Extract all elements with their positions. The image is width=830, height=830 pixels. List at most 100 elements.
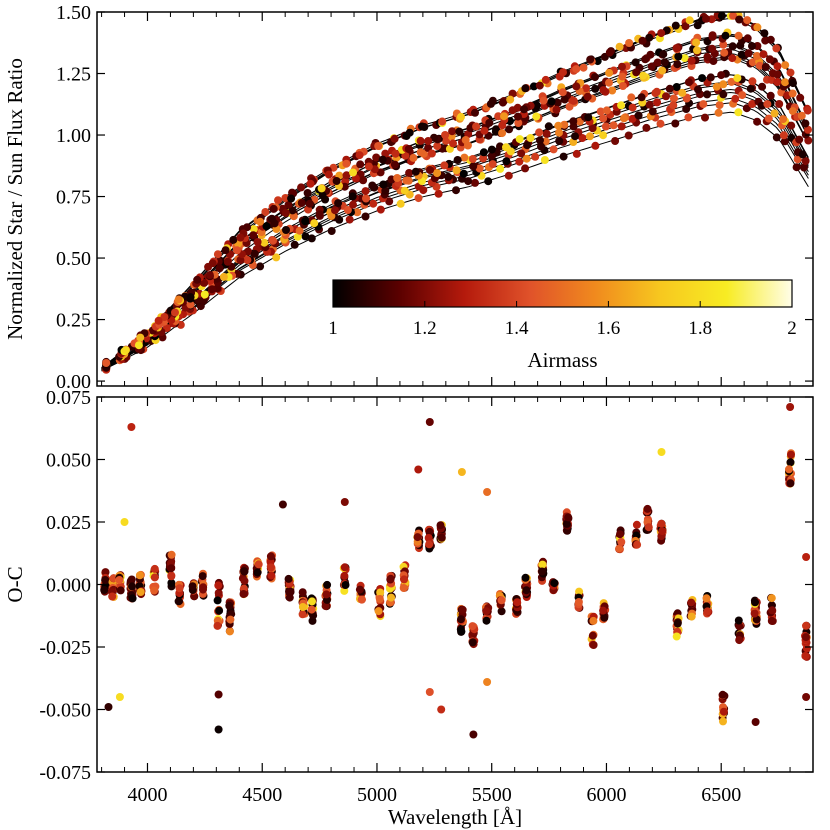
observation-point xyxy=(331,206,339,215)
residual-point xyxy=(214,581,223,590)
observation-point xyxy=(400,186,409,195)
observation-point xyxy=(572,65,581,74)
residual-point xyxy=(424,534,433,542)
observation-point xyxy=(615,42,624,51)
observation-point xyxy=(804,125,812,134)
observation-point xyxy=(256,262,265,271)
observation-point xyxy=(488,160,497,169)
residual-point xyxy=(719,707,728,716)
observation-point xyxy=(748,77,757,86)
observation-point xyxy=(746,84,755,93)
observation-point xyxy=(669,101,678,110)
top-y-tick-label: 1.25 xyxy=(56,64,91,86)
top-y-tick-label: 1.50 xyxy=(56,2,91,24)
x-tick-label: 5000 xyxy=(357,784,397,806)
observation-point xyxy=(434,189,443,198)
observation-point xyxy=(236,233,245,242)
observation-point xyxy=(256,217,265,226)
observation-point xyxy=(523,141,532,150)
observation-point xyxy=(272,253,281,262)
residual-point xyxy=(108,592,117,601)
observation-point xyxy=(359,176,368,185)
observation-point xyxy=(662,92,670,101)
observation-point xyxy=(702,14,710,23)
observation-point xyxy=(496,164,505,173)
observation-point xyxy=(671,119,680,128)
observation-point xyxy=(795,135,804,144)
outlier-point xyxy=(425,418,434,426)
observation-point xyxy=(555,128,563,137)
observation-point xyxy=(708,44,717,53)
observation-point xyxy=(261,208,270,216)
observation-point xyxy=(468,155,477,163)
residual-point xyxy=(589,616,598,625)
residual-point xyxy=(386,574,395,583)
residual-point xyxy=(150,586,159,595)
bottom-y-tick-label: 0.050 xyxy=(46,450,91,472)
observation-point xyxy=(770,109,779,118)
observation-point xyxy=(349,200,357,209)
observation-point xyxy=(200,290,209,299)
residual-point xyxy=(199,585,207,594)
outlier-point xyxy=(127,423,136,431)
observation-point xyxy=(522,154,531,163)
outlier-point xyxy=(483,488,492,496)
x-tick-label: 4000 xyxy=(127,784,167,806)
observation-point xyxy=(735,15,744,24)
observation-point xyxy=(424,137,433,145)
residual-point xyxy=(468,622,477,631)
observation-point xyxy=(315,210,324,219)
observation-point xyxy=(293,232,302,241)
observation-point xyxy=(269,204,278,213)
observation-point xyxy=(249,231,258,240)
residual-point xyxy=(458,605,467,614)
residual-point xyxy=(719,717,727,726)
observation-point xyxy=(479,154,488,163)
bottom-y-axis-label: O-C xyxy=(3,566,27,602)
observation-point xyxy=(281,209,290,217)
residual-point xyxy=(100,586,109,594)
observation-point xyxy=(521,164,530,173)
residual-point xyxy=(767,594,776,603)
observation-point xyxy=(680,54,689,63)
observation-point xyxy=(342,159,351,168)
x-tick-label: 6500 xyxy=(701,784,741,806)
observation-point xyxy=(307,234,316,243)
observation-point xyxy=(703,52,712,61)
residual-point xyxy=(575,587,584,596)
residual-point xyxy=(357,595,366,604)
observation-point xyxy=(362,194,370,203)
observation-point xyxy=(487,152,496,160)
residual-point xyxy=(225,627,234,636)
observation-point xyxy=(471,108,479,117)
outlier-point xyxy=(414,465,423,474)
residual-point xyxy=(128,594,137,603)
observation-point xyxy=(219,272,228,281)
observation-point xyxy=(763,100,772,109)
observation-point xyxy=(200,278,209,287)
top-y-tick-label: 0.00 xyxy=(56,371,91,393)
residual-point xyxy=(128,582,136,591)
residual-point xyxy=(687,598,696,607)
observation-point xyxy=(374,142,383,150)
observation-point xyxy=(599,131,608,140)
observation-point xyxy=(671,21,680,30)
outlier-point xyxy=(425,688,434,696)
residual-point xyxy=(718,690,727,699)
observation-point xyxy=(586,55,595,64)
residual-point xyxy=(632,520,641,529)
observation-point xyxy=(461,136,470,144)
observation-point xyxy=(353,208,362,217)
observation-point xyxy=(624,131,633,140)
observation-point xyxy=(719,90,728,99)
residual-point xyxy=(802,633,810,642)
observation-point xyxy=(760,29,769,38)
observation-point xyxy=(526,134,535,142)
observation-point xyxy=(215,264,224,273)
residual-point xyxy=(101,576,110,584)
observation-point xyxy=(342,171,351,180)
observation-point xyxy=(717,71,726,80)
observation-point xyxy=(396,199,405,208)
observation-point xyxy=(504,171,513,180)
observation-point xyxy=(660,58,669,67)
